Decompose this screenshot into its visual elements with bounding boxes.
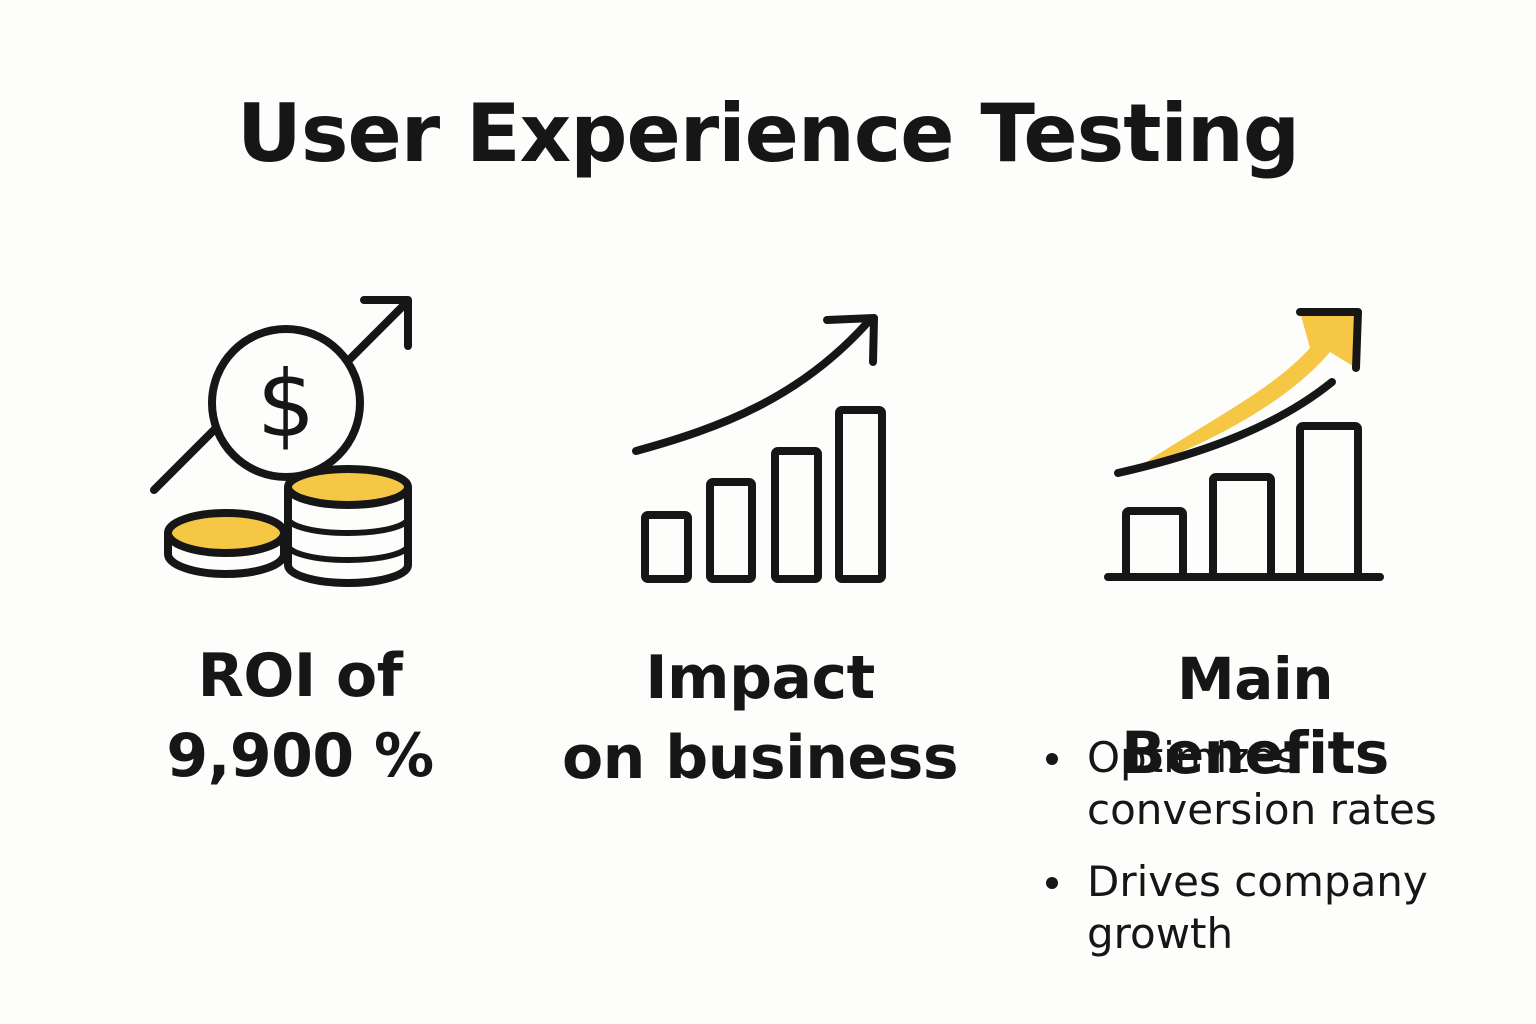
bar-chart-yellow-growth-arrow-icon (1100, 300, 1390, 590)
list-item: Drives company growth (1046, 856, 1516, 960)
roi-label-line-1: ROI of (197, 641, 403, 711)
page-title: User Experience Testing (236, 87, 1300, 180)
impact-label-line-2: on business (561, 723, 959, 793)
svg-text:$: $ (257, 351, 316, 458)
benefit-text-line: Drives company (1087, 857, 1428, 906)
bullet-icon (1046, 877, 1058, 889)
bar-chart-growth-arrow-icon (626, 308, 896, 593)
main-benefits-heading: Main Benefits (1121, 645, 1389, 787)
benefit-text-line: conversion rates (1087, 785, 1437, 834)
roi-label-line-2: 9,900 % (166, 721, 434, 791)
roi-label: ROI of 9,900 % (150, 636, 450, 796)
coins-with-dollar-and-up-arrow-icon: $ (140, 290, 430, 600)
impact-label-line-1: Impact (645, 643, 875, 713)
impact-label: Impact on business (560, 638, 960, 798)
benefit-text-line: growth (1087, 909, 1234, 958)
list-item: Optimizes conversion rates (1046, 732, 1516, 836)
bullet-icon (1046, 753, 1058, 765)
benefits-list: Optimizes conversion rates Drives compan… (1046, 732, 1516, 980)
benefit-text-line: Optimizes (1087, 733, 1298, 782)
